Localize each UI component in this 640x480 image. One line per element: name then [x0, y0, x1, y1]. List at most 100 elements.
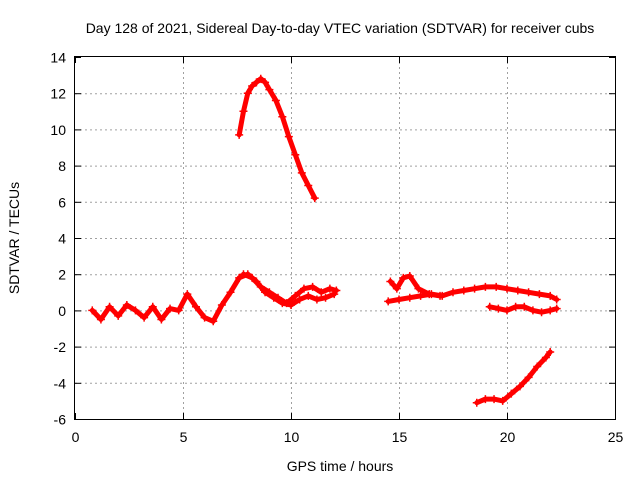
grid-layer: [75, 57, 615, 419]
series-line: [487, 304, 560, 315]
data-point: [282, 299, 291, 308]
data-point: [425, 290, 434, 299]
series-line: [387, 273, 443, 299]
data-point: [317, 288, 326, 297]
data-point: [217, 300, 226, 309]
tick-layer: 0 5 10 15 20 25 -6 -4 -2 0 2 4 6 8 10 12 14: [50, 50, 623, 446]
x-tick-label: 0: [72, 429, 80, 445]
data-point: [308, 282, 317, 291]
y-tick-label: 8: [58, 158, 66, 174]
data-point: [226, 288, 235, 297]
data-point: [248, 81, 257, 90]
data-point: [416, 291, 425, 300]
data-point: [312, 295, 321, 304]
data-point: [414, 284, 423, 293]
data-point: [243, 89, 252, 98]
data-point: [265, 85, 274, 94]
x-tick-label: 15: [392, 429, 408, 445]
data-point: [507, 389, 516, 398]
y-tick-label: 14: [50, 50, 66, 66]
data-point: [552, 295, 561, 304]
data-point: [472, 398, 481, 407]
y-tick-label: -4: [54, 375, 67, 391]
data-point: [459, 286, 468, 295]
data-point: [239, 107, 248, 116]
data-point: [537, 308, 546, 317]
data-point: [490, 395, 499, 404]
data-point: [131, 306, 140, 315]
series-arc-evening-3: [485, 302, 561, 317]
series-arc-main-2: [239, 270, 341, 308]
x-tick-label: 20: [500, 429, 516, 445]
y-tick-label: 4: [58, 231, 66, 247]
plot-frame: [74, 56, 616, 420]
data-point: [503, 284, 511, 293]
data-point: [481, 282, 490, 291]
data-point: [248, 273, 257, 282]
data-point: [503, 306, 511, 315]
y-tick-label: 10: [50, 122, 66, 138]
data-point: [88, 306, 97, 315]
series-line: [474, 349, 553, 406]
x-tick-label: 5: [180, 429, 188, 445]
data-point: [265, 288, 274, 297]
data-point: [284, 132, 293, 141]
data-point: [256, 74, 265, 83]
x-tick-label: 25: [608, 429, 624, 445]
data-point: [261, 78, 270, 87]
data-point: [449, 288, 457, 297]
data-point: [304, 181, 313, 190]
data-point: [546, 291, 555, 300]
data-point: [546, 348, 555, 357]
y-tick-label: -2: [54, 339, 67, 355]
x-axis-label: GPS time / hours: [287, 458, 394, 474]
data-point: [552, 304, 561, 313]
data-point: [271, 96, 280, 105]
data-point: [174, 306, 183, 315]
y-tick-label: 2: [58, 267, 66, 283]
data-point: [122, 300, 131, 309]
data-point: [278, 112, 287, 121]
data-point: [332, 286, 341, 295]
y-axis-label: SDTVAR / TECUs: [6, 182, 22, 294]
series-arc-evening-2: [386, 272, 445, 300]
data-point: [524, 288, 533, 297]
data-point: [252, 78, 261, 87]
data-point: [157, 315, 166, 324]
series-line: [236, 76, 318, 201]
data-point: [524, 373, 533, 382]
series-arc-high: [235, 74, 319, 203]
y-tick-label: 12: [50, 86, 66, 102]
data-point: [533, 362, 542, 371]
data-point: [105, 302, 114, 311]
data-point: [515, 382, 524, 391]
data-point: [498, 396, 507, 405]
data-point: [235, 273, 244, 282]
data-point: [528, 306, 537, 315]
data-point: [386, 277, 395, 286]
data-point: [166, 304, 175, 313]
data-point: [492, 282, 501, 291]
y-tick-label: 6: [58, 194, 66, 210]
data-point: [511, 302, 520, 311]
data-point: [295, 295, 304, 304]
series-arc-evening-1: [384, 282, 561, 306]
y-tick-label: 0: [58, 303, 66, 319]
data-point: [297, 168, 306, 177]
data-point: [274, 293, 283, 302]
data-point: [384, 297, 393, 306]
data-point: [183, 290, 192, 299]
data-point: [140, 313, 149, 322]
chart-title: Day 128 of 2021, Sidereal Day-to-day VTE…: [86, 20, 595, 36]
data-point: [546, 306, 555, 315]
series-arc-main-1: [88, 270, 339, 326]
data-point: [520, 302, 529, 311]
data-point: [399, 273, 408, 282]
data-point: [535, 290, 544, 299]
data-point: [321, 293, 330, 302]
data-point: [291, 150, 300, 159]
data-point: [310, 194, 319, 203]
y-tick-label: -6: [54, 412, 67, 428]
data-point: [494, 304, 503, 313]
